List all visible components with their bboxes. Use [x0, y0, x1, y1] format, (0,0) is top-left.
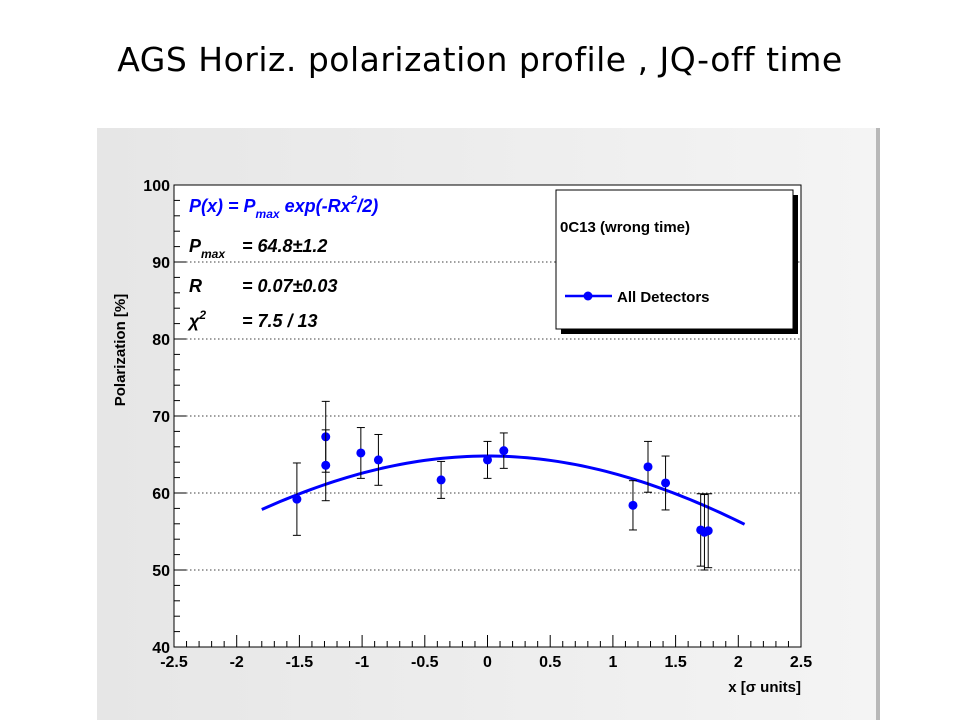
legend-box	[555, 189, 794, 330]
x-tick-label: -1.5	[286, 654, 314, 671]
x-tick-label: 1	[608, 654, 617, 671]
x-tick-label: -2	[230, 654, 244, 671]
grid-lines	[174, 261, 801, 571]
data-point	[436, 460, 446, 499]
data-marker	[499, 446, 509, 456]
data-marker	[373, 455, 383, 465]
x-tick-label: -0.5	[411, 654, 439, 671]
r-value: = 0.07±0.03	[242, 276, 337, 296]
x-tick-label: 1.5	[664, 654, 686, 671]
polarization-chart: 40 50 60 70 80 90 100 -2.5 -2 -1.5 -1 -0.5 0 0.5 1 1.5 2…	[97, 128, 880, 720]
y-tick-label: 70	[152, 409, 170, 426]
plot-frame: 40 50 60 70 80 90 100 -2.5 -2 -1.5 -1 -0.5 0 0.5 1 1.5 2…	[97, 128, 880, 720]
x-tick-label: -2.5	[160, 654, 188, 671]
data-point	[703, 493, 713, 569]
slide-title: AGS Horiz. polarization profile , JQ-off…	[117, 40, 843, 79]
y-tick-label: 90	[152, 255, 170, 272]
y-tick-label: 100	[143, 178, 170, 195]
canvas-right-edge	[876, 128, 880, 720]
legend: 0C13 (wrong time) All Detectors	[555, 189, 798, 334]
y-axis-title: Polarization [%]	[112, 294, 129, 407]
y-tick-label: 50	[152, 563, 170, 580]
data-point	[643, 440, 653, 493]
x-tick-label: -1	[355, 654, 369, 671]
data-marker	[661, 478, 671, 488]
legend-header: 0C13 (wrong time)	[560, 219, 690, 236]
data-marker	[356, 448, 366, 458]
data-point	[483, 440, 492, 479]
data-marker	[483, 455, 492, 465]
fit-curve	[261, 454, 746, 526]
tick-labels: 40 50 60 70 80 90 100 -2.5 -2 -1.5 -1 -0.5 0 0.5 1 1.5 2…	[143, 178, 812, 671]
data-points	[292, 400, 713, 571]
data-point	[356, 427, 366, 479]
pmax-value: = 64.8±1.2	[242, 236, 327, 256]
legend-entry-label: All Detectors	[617, 289, 710, 306]
data-marker	[628, 500, 638, 510]
data-point	[499, 432, 509, 469]
data-point	[661, 455, 671, 511]
data-point	[628, 480, 638, 531]
data-marker	[643, 462, 653, 472]
data-marker	[292, 494, 302, 504]
y-tick-label: 60	[152, 486, 170, 503]
r-label: R	[189, 276, 202, 296]
x-tick-label: 2	[734, 654, 743, 671]
data-point	[373, 433, 383, 486]
x-axis-title: x [σ units]	[728, 679, 801, 696]
data-point	[292, 462, 302, 536]
x-tick-label: 0	[483, 654, 492, 671]
y-tick-label: 80	[152, 332, 170, 349]
axis-ticks	[173, 184, 802, 648]
data-marker	[703, 526, 713, 536]
data-marker	[436, 475, 446, 485]
x-tick-label: 0.5	[539, 654, 561, 671]
data-marker	[321, 460, 331, 470]
legend-marker	[583, 291, 593, 301]
data-point	[321, 429, 331, 502]
y-tick-label: 40	[152, 640, 170, 657]
chi2-value: = 7.5 / 13	[242, 311, 318, 331]
x-tick-label: 2.5	[790, 654, 812, 671]
